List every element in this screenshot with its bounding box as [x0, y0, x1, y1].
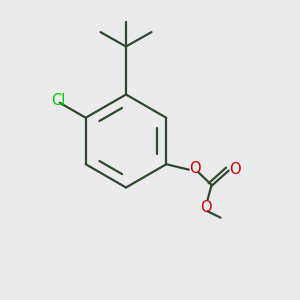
Text: O: O: [230, 161, 241, 176]
Text: Cl: Cl: [51, 93, 65, 108]
Text: O: O: [190, 161, 201, 176]
Text: O: O: [200, 200, 212, 215]
